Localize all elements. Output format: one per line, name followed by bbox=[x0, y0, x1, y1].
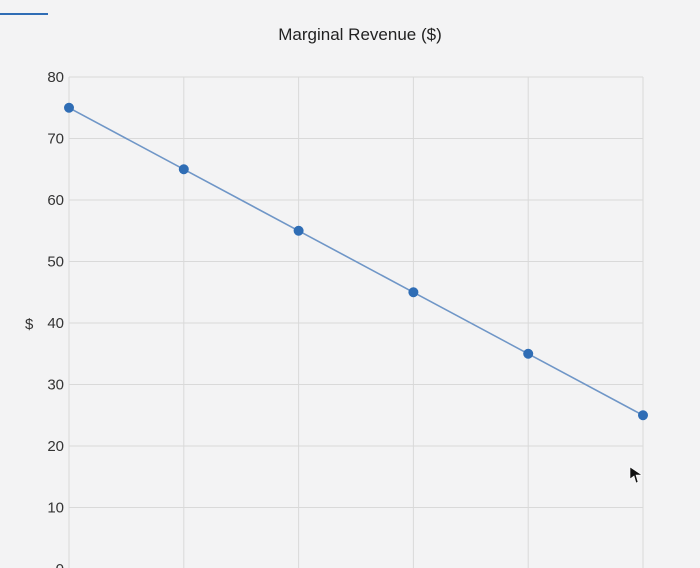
data-point[interactable] bbox=[64, 102, 74, 113]
data-point[interactable] bbox=[293, 225, 304, 236]
arrow-cursor-icon bbox=[629, 466, 643, 484]
data-point[interactable] bbox=[523, 348, 534, 359]
y-tick-label: 10 bbox=[47, 500, 64, 517]
y-tick-label: 70 bbox=[47, 131, 64, 148]
y-tick-label: 80 bbox=[47, 69, 64, 86]
data-point[interactable] bbox=[178, 164, 189, 175]
data-point[interactable] bbox=[638, 410, 648, 421]
y-tick-label: 40 bbox=[47, 315, 64, 332]
y-tick-label: 0 bbox=[56, 561, 64, 568]
y-tick-label: 50 bbox=[47, 254, 64, 271]
y-axis-label: $ bbox=[25, 316, 34, 333]
data-point[interactable] bbox=[408, 287, 419, 298]
y-axis-ticks: 80 70 60 50 40 30 20 10 0 bbox=[47, 69, 64, 568]
top-accent-rule bbox=[0, 13, 48, 15]
grid bbox=[68, 76, 644, 568]
y-tick-label: 30 bbox=[47, 377, 64, 394]
series-line bbox=[68, 107, 644, 417]
chart-title: Marginal Revenue ($) bbox=[278, 25, 442, 44]
series-marginal-revenue bbox=[64, 102, 648, 421]
y-tick-label: 20 bbox=[47, 438, 64, 455]
y-tick-label: 60 bbox=[47, 192, 64, 209]
